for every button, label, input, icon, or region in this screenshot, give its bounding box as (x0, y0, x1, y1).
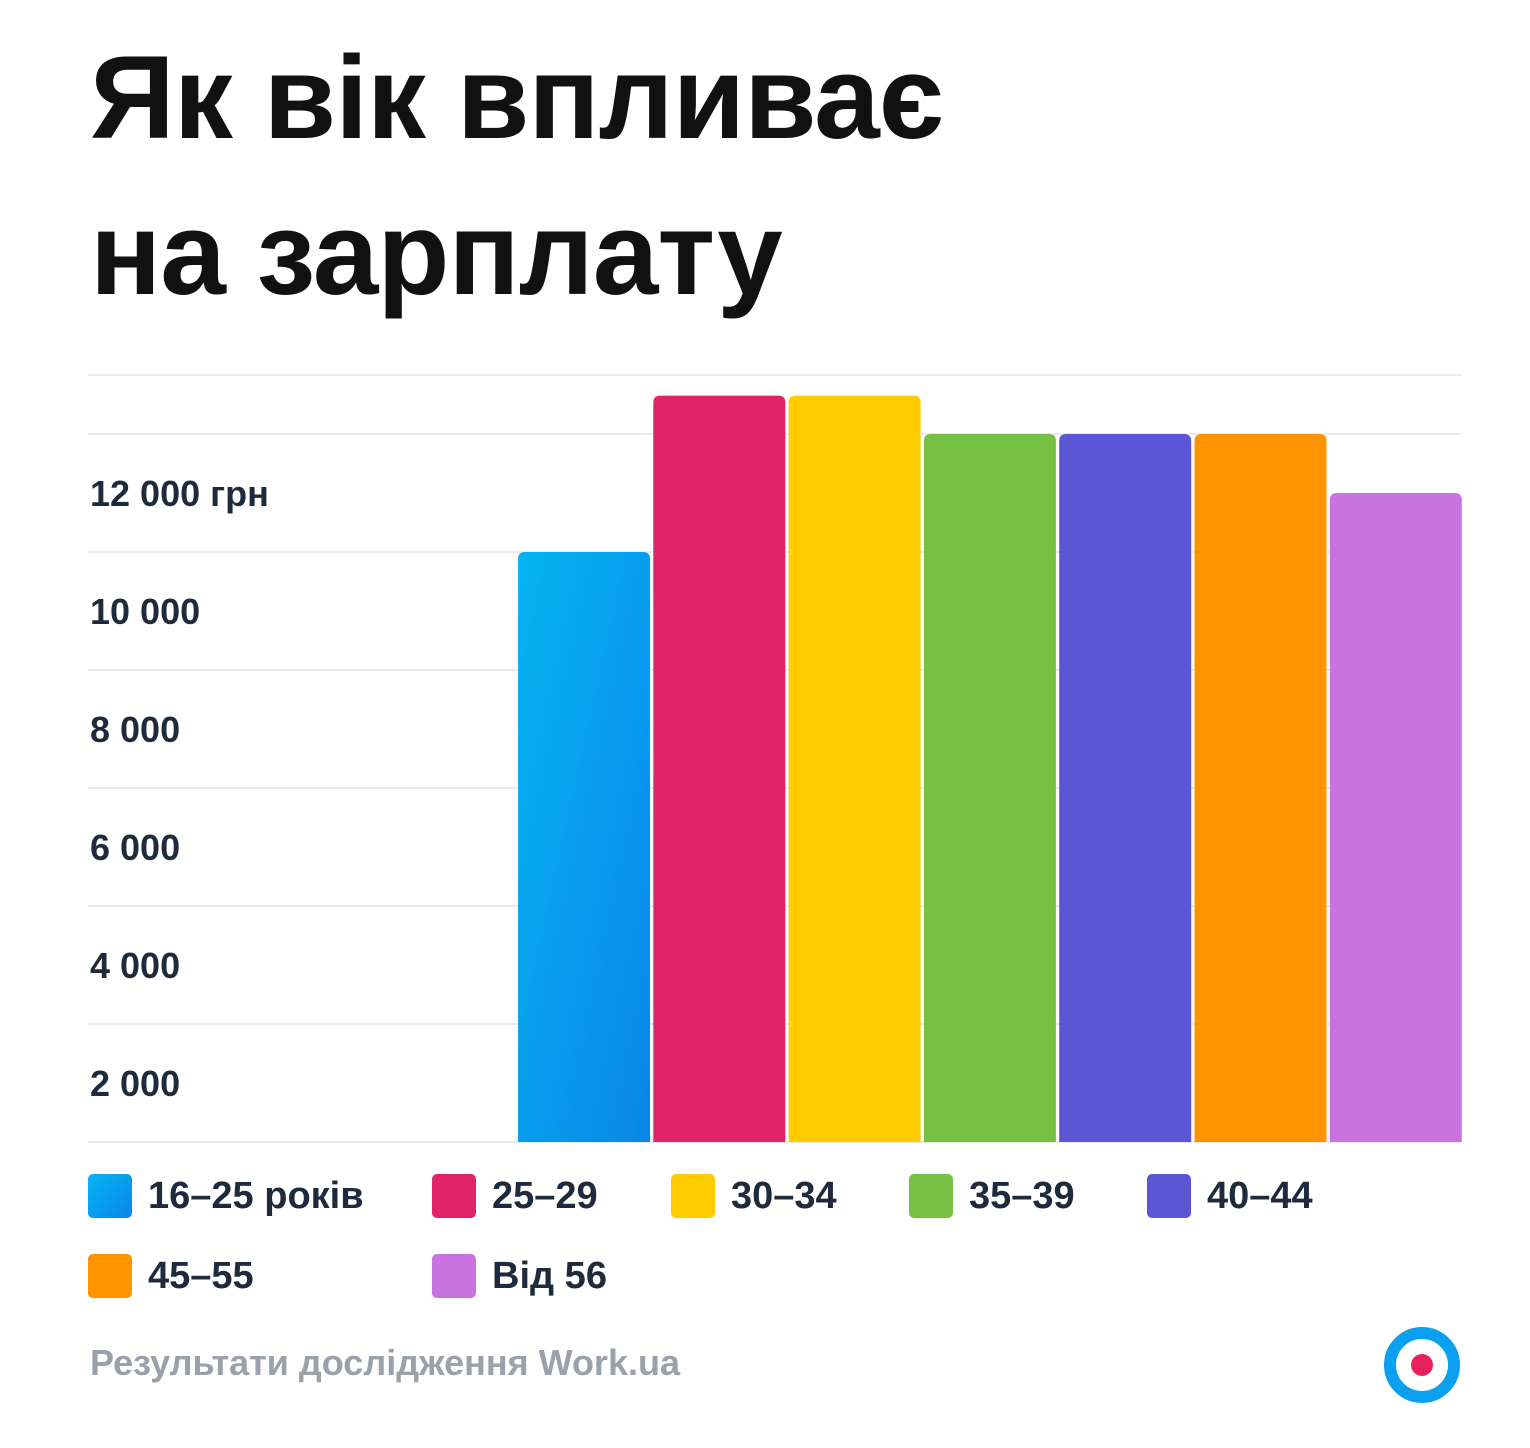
bar-3 (788, 395, 921, 1142)
bar-2 (653, 395, 786, 1142)
legend-swatch (88, 1174, 132, 1218)
y-tick-label: 2 000 (90, 1063, 180, 1104)
legend-swatch (88, 1254, 132, 1298)
legend-swatch (909, 1174, 953, 1218)
legend-item: 25–29 (432, 1172, 598, 1220)
y-tick-label: 12 000 грн (90, 473, 269, 514)
legend-label: Від 56 (492, 1254, 607, 1297)
legend-item: 45–55 (88, 1252, 254, 1300)
legend-label: 45–55 (148, 1254, 254, 1297)
legend-label: 25–29 (492, 1174, 598, 1217)
legend-label: 16–25 років (148, 1174, 364, 1217)
bars (518, 395, 1462, 1142)
bar-1 (518, 552, 650, 1142)
legend-swatch (1147, 1174, 1191, 1218)
y-tick-label: 10 000 (90, 591, 200, 632)
legend-item: 40–44 (1147, 1172, 1313, 1220)
y-tick-label: 4 000 (90, 945, 180, 986)
legend-swatch (671, 1174, 715, 1218)
source-note: Результати дослідження Work.ua (90, 1342, 680, 1383)
legend-swatch (432, 1254, 476, 1298)
legend-item: 35–39 (909, 1172, 1075, 1220)
legend-label: 30–34 (731, 1174, 837, 1217)
y-tick-label: 8 000 (90, 709, 180, 750)
legend-item: 30–34 (671, 1172, 837, 1220)
bar-7 (1329, 493, 1462, 1142)
title-line-2: на зарплату (90, 188, 783, 320)
legend-label: 40–44 (1207, 1174, 1313, 1217)
bar-4 (923, 434, 1056, 1142)
workua-logo-icon (1384, 1327, 1460, 1403)
legend-swatch (432, 1174, 476, 1218)
bar-5 (1059, 434, 1192, 1142)
y-tick-label: 6 000 (90, 827, 180, 868)
bar-6 (1194, 434, 1327, 1142)
legend-item: Від 56 (432, 1252, 607, 1300)
legend-item: 16–25 років (88, 1172, 364, 1220)
y-axis-labels: 2 000 4 000 6 000 8 000 10 000 12 000 грн (90, 473, 269, 1104)
chart-title: Як вік впливає на зарплату (90, 20, 1390, 332)
bar-chart: 2 000 4 000 6 000 8 000 10 000 12 000 грн (88, 374, 1462, 1143)
title-line-1: Як вік впливає (90, 32, 944, 164)
legend-label: 35–39 (969, 1174, 1075, 1217)
